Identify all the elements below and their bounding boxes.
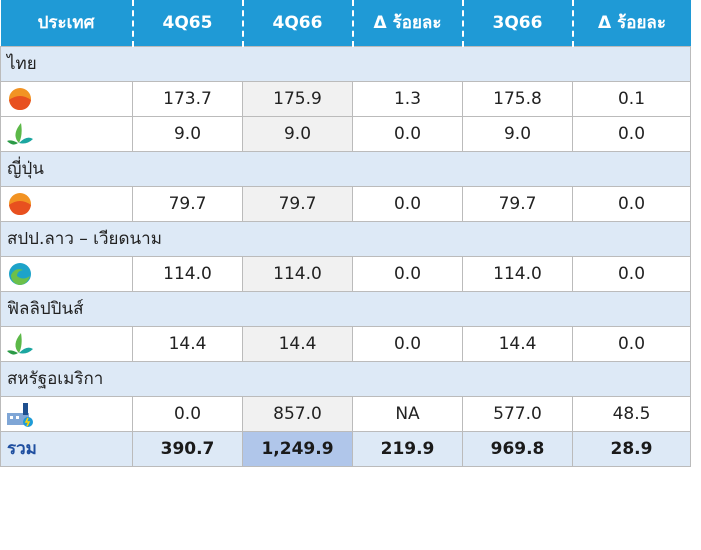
- data-row: 173.7 175.9 1.3 175.8 0.1: [0, 80, 691, 117]
- header-cell: Δ ร้อยละ: [352, 0, 464, 46]
- value-cell: 0.0: [352, 255, 463, 292]
- value-cell: 79.7: [462, 185, 573, 222]
- value-cell: 173.7: [132, 80, 243, 117]
- total-value: 28.9: [572, 430, 691, 467]
- country-name: สหรัฐอเมริกา: [0, 360, 691, 397]
- fuel-icon: [0, 255, 133, 292]
- data-row: 114.0 114.0 0.0 114.0 0.0: [0, 255, 691, 292]
- value-cell: 14.4: [242, 325, 353, 362]
- value-cell: 0.0: [572, 255, 691, 292]
- data-row: 79.7 79.7 0.0 79.7 0.0: [0, 185, 691, 222]
- value-cell: 114.0: [132, 255, 243, 292]
- value-cell: 114.0: [462, 255, 573, 292]
- value-cell: 14.4: [462, 325, 573, 362]
- total-label: รวม: [0, 430, 133, 467]
- value-cell: 0.0: [572, 115, 691, 152]
- value-cell: 0.0: [132, 395, 243, 432]
- value-cell: 48.5: [572, 395, 691, 432]
- value-cell: 0.0: [352, 115, 463, 152]
- fuel-icon: [0, 115, 133, 152]
- country-name: ญี่ปุ่น: [0, 150, 691, 187]
- value-cell: 577.0: [462, 395, 573, 432]
- country-name: ฟิลลิปปินส์: [0, 290, 691, 327]
- data-row: 9.0 9.0 0.0 9.0 0.0: [0, 115, 691, 152]
- value-cell: 79.7: [242, 185, 353, 222]
- value-cell: 9.0: [132, 115, 243, 152]
- total-value: 219.9: [352, 430, 463, 467]
- country-row: ญี่ปุ่น: [0, 150, 691, 187]
- table-body: ไทย 173.7 175.9 1.3 175.8 0.1 9.0 9.0 0.0 9.0 0.0 ญ…: [0, 45, 691, 467]
- fuel-icon: [0, 395, 133, 432]
- value-cell: 114.0: [242, 255, 353, 292]
- value-cell: 0.0: [572, 185, 691, 222]
- value-cell: 0.0: [572, 325, 691, 362]
- value-cell: 1.3: [352, 80, 463, 117]
- country-row: สหรัฐอเมริกา: [0, 360, 691, 397]
- total-value: 1,249.9: [242, 430, 353, 467]
- total-value: 969.8: [462, 430, 573, 467]
- fuel-icon: [0, 185, 133, 222]
- value-cell: 0.0: [352, 325, 463, 362]
- value-cell: 857.0: [242, 395, 353, 432]
- header-cell: 3Q66: [462, 0, 574, 46]
- value-cell: 0.0: [352, 185, 463, 222]
- value-cell: 175.9: [242, 80, 353, 117]
- fuel-icon: [0, 325, 133, 362]
- header-row: ประเทศ 4Q65 4Q66 Δ ร้อยละ 3Q66 Δ ร้อยละ: [0, 0, 691, 46]
- fuel-icon: [0, 80, 133, 117]
- value-cell: 14.4: [132, 325, 243, 362]
- data-row: 14.4 14.4 0.0 14.4 0.0: [0, 325, 691, 362]
- data-row: 0.0 857.0 NA 577.0 48.5: [0, 395, 691, 432]
- value-cell: 175.8: [462, 80, 573, 117]
- value-cell: NA: [352, 395, 463, 432]
- value-cell: 9.0: [462, 115, 573, 152]
- capacity-table: ประเทศ 4Q65 4Q66 Δ ร้อยละ 3Q66 Δ ร้อยละ ไทย 17…: [0, 0, 691, 467]
- country-row: ไทย: [0, 45, 691, 82]
- value-cell: 0.1: [572, 80, 691, 117]
- country-name: สปป.ลาว – เวียดนาม: [0, 220, 691, 257]
- header-cell: Δ ร้อยละ: [572, 0, 691, 46]
- header-cell: 4Q65: [132, 0, 244, 46]
- total-row: รวม 390.7 1,249.9 219.9 969.8 28.9: [0, 430, 691, 467]
- value-cell: 79.7: [132, 185, 243, 222]
- header-cell: 4Q66: [242, 0, 354, 46]
- header-cell: ประเทศ: [0, 0, 134, 46]
- country-name: ไทย: [0, 45, 691, 82]
- value-cell: 9.0: [242, 115, 353, 152]
- country-row: สปป.ลาว – เวียดนาม: [0, 220, 691, 257]
- country-row: ฟิลลิปปินส์: [0, 290, 691, 327]
- total-value: 390.7: [132, 430, 243, 467]
